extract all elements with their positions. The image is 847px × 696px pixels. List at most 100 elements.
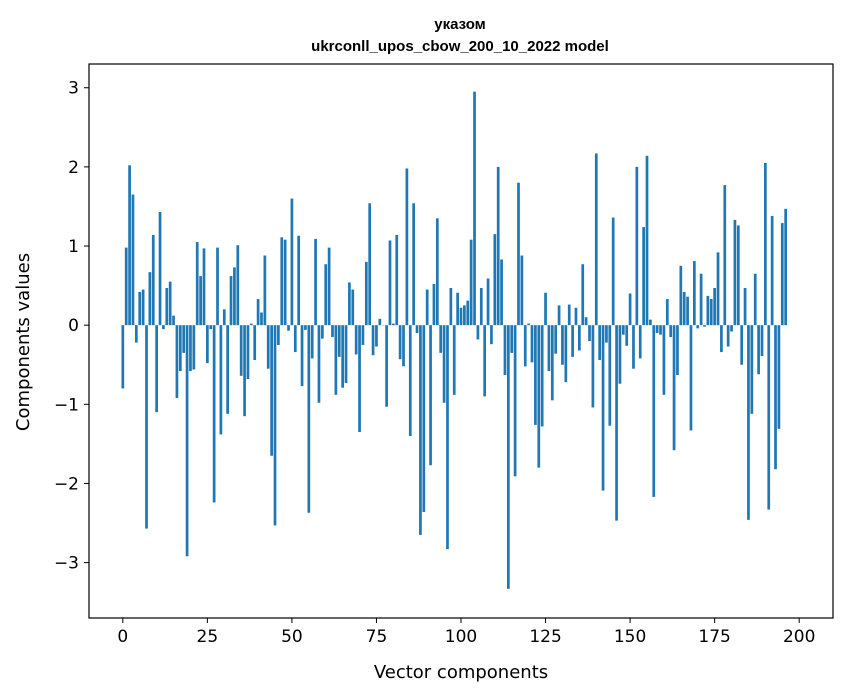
bar bbox=[740, 325, 744, 365]
bar bbox=[520, 255, 524, 326]
x-tick-label: 50 bbox=[281, 627, 303, 647]
bar bbox=[388, 240, 392, 326]
bar bbox=[554, 325, 558, 354]
bar bbox=[496, 166, 500, 326]
bar bbox=[226, 325, 230, 414]
y-tick-label: −3 bbox=[54, 554, 79, 574]
bar bbox=[503, 325, 507, 376]
bar bbox=[534, 325, 537, 425]
bar bbox=[665, 299, 669, 326]
bar bbox=[419, 325, 422, 535]
bar bbox=[628, 293, 632, 326]
bar bbox=[709, 299, 713, 326]
bar bbox=[395, 234, 399, 326]
bar bbox=[780, 223, 784, 326]
bar bbox=[649, 319, 652, 326]
bar bbox=[632, 325, 635, 369]
x-tick-label: 175 bbox=[698, 627, 730, 647]
bar bbox=[679, 265, 683, 326]
bar bbox=[317, 325, 321, 403]
bar bbox=[476, 325, 480, 340]
bar bbox=[148, 272, 152, 326]
bar bbox=[764, 162, 767, 326]
x-tick-label: 25 bbox=[197, 627, 219, 647]
bar bbox=[638, 325, 642, 359]
bar bbox=[689, 325, 693, 431]
bar bbox=[378, 318, 382, 326]
x-axis: 0 25 50 75 100 125 150 175 200 bbox=[117, 618, 815, 647]
y-tick-label: 1 bbox=[68, 237, 79, 257]
bar bbox=[750, 325, 754, 414]
bar bbox=[672, 325, 676, 451]
bar bbox=[283, 239, 287, 326]
bar bbox=[642, 227, 645, 326]
bar bbox=[588, 325, 591, 341]
bar bbox=[371, 325, 375, 356]
bar bbox=[243, 325, 246, 417]
bar bbox=[743, 287, 747, 326]
bar bbox=[256, 299, 260, 326]
bar bbox=[314, 238, 317, 326]
bar bbox=[300, 325, 304, 387]
bar bbox=[571, 325, 574, 357]
bar bbox=[392, 323, 395, 326]
y-tick-label: −1 bbox=[54, 395, 79, 415]
bar bbox=[155, 325, 158, 413]
bar bbox=[192, 325, 196, 370]
bar bbox=[625, 325, 629, 346]
bar bbox=[713, 287, 716, 326]
bar bbox=[547, 325, 551, 372]
bar bbox=[121, 325, 125, 389]
bar bbox=[574, 307, 578, 326]
bar bbox=[483, 325, 487, 397]
bar bbox=[168, 281, 172, 326]
bar bbox=[527, 323, 530, 326]
bar bbox=[158, 212, 162, 326]
bar bbox=[500, 259, 503, 326]
bar bbox=[253, 325, 257, 360]
x-tick-label: 125 bbox=[529, 627, 561, 647]
bar bbox=[128, 165, 131, 326]
bar bbox=[699, 273, 703, 326]
bar bbox=[327, 247, 331, 326]
bar bbox=[486, 278, 490, 326]
bar bbox=[138, 291, 142, 326]
bar bbox=[337, 325, 341, 357]
bar bbox=[270, 325, 273, 456]
x-tick-label: 200 bbox=[783, 627, 815, 647]
bar bbox=[747, 325, 750, 520]
bar bbox=[432, 284, 436, 326]
bar bbox=[608, 325, 612, 426]
bar bbox=[777, 325, 781, 429]
bar bbox=[236, 245, 240, 326]
bar bbox=[523, 325, 527, 367]
bar bbox=[422, 325, 426, 512]
bar bbox=[659, 325, 662, 335]
bar bbox=[442, 325, 446, 403]
bar bbox=[703, 325, 706, 327]
bar bbox=[537, 325, 541, 468]
x-axis-label: Vector components bbox=[374, 662, 548, 683]
bar bbox=[584, 317, 588, 326]
bar bbox=[479, 287, 483, 326]
bar bbox=[415, 325, 419, 334]
bar bbox=[736, 225, 740, 326]
bar bbox=[550, 325, 554, 401]
bar bbox=[757, 325, 760, 375]
bar bbox=[134, 325, 138, 343]
bar bbox=[594, 153, 598, 326]
bar bbox=[402, 325, 405, 367]
bar bbox=[307, 325, 311, 513]
bar bbox=[605, 325, 608, 343]
bar bbox=[216, 247, 219, 326]
bar bbox=[206, 325, 209, 364]
bar bbox=[263, 255, 267, 326]
bar bbox=[172, 315, 175, 326]
bar bbox=[652, 325, 656, 497]
bar bbox=[375, 325, 378, 347]
bar bbox=[760, 325, 764, 357]
bar bbox=[162, 325, 165, 330]
plot-frame bbox=[88, 63, 834, 619]
bar bbox=[189, 325, 192, 372]
bar bbox=[686, 296, 689, 326]
